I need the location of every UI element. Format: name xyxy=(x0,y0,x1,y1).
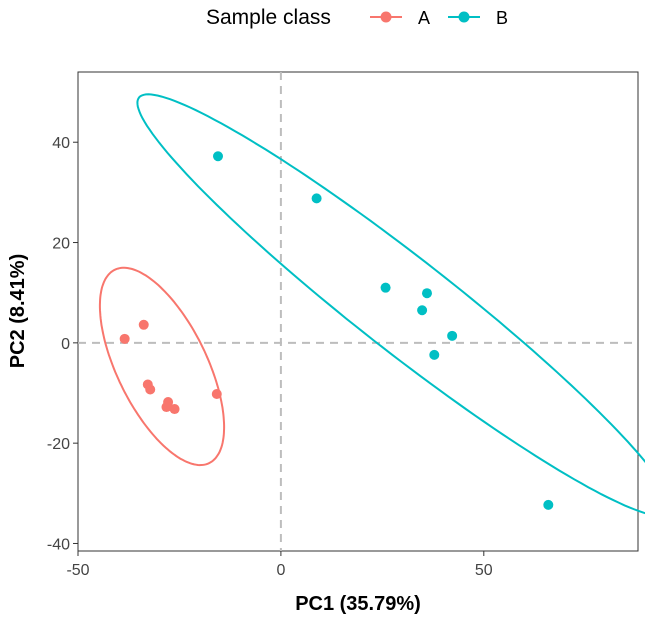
legend-key-point-b xyxy=(458,11,470,23)
x-axis-ticks: -50 0 50 xyxy=(66,551,493,579)
point-a-2 xyxy=(138,319,149,330)
legend-title: Sample class xyxy=(206,6,331,29)
y-axis-title: PC2 (8.41%) xyxy=(7,254,29,369)
y-tick-label: -40 xyxy=(47,536,70,553)
legend-item-b: B xyxy=(448,8,508,28)
y-tick-label: 40 xyxy=(52,135,70,152)
point-b-4 xyxy=(421,288,432,299)
x-axis-title: PC1 (35.79%) xyxy=(295,593,421,615)
x-tick-label: -50 xyxy=(66,562,89,579)
point-b-2 xyxy=(311,193,322,204)
point-b-3 xyxy=(380,282,391,293)
legend: Sample class A B xyxy=(206,6,508,29)
legend-key-point-a xyxy=(380,11,392,23)
data-points xyxy=(119,151,554,510)
point-b-6 xyxy=(447,330,458,341)
legend-label-b: B xyxy=(496,8,508,28)
y-axis-ticks: -40 -20 0 20 40 xyxy=(47,135,78,553)
point-b-8 xyxy=(543,499,554,510)
point-b-1 xyxy=(213,151,223,162)
point-b-5 xyxy=(417,305,428,316)
ellipse-b xyxy=(136,93,645,515)
point-a-1 xyxy=(119,333,130,344)
reference-lines xyxy=(78,72,638,551)
y-tick-label: -20 xyxy=(47,436,70,453)
plot-panel xyxy=(77,71,639,552)
x-tick-label: 0 xyxy=(276,562,285,579)
ellipse-a xyxy=(98,266,226,467)
point-b-7 xyxy=(429,349,440,360)
point-a-4 xyxy=(145,384,156,395)
y-tick-label: 0 xyxy=(61,336,70,353)
confidence-ellipses xyxy=(98,93,645,515)
point-a-7 xyxy=(169,404,180,415)
x-tick-label: 50 xyxy=(475,562,493,579)
y-tick-label: 20 xyxy=(52,236,70,253)
legend-item-a: A xyxy=(370,8,430,28)
point-a-8 xyxy=(211,389,222,400)
legend-label-a: A xyxy=(418,8,430,28)
point-a-6 xyxy=(161,402,172,413)
